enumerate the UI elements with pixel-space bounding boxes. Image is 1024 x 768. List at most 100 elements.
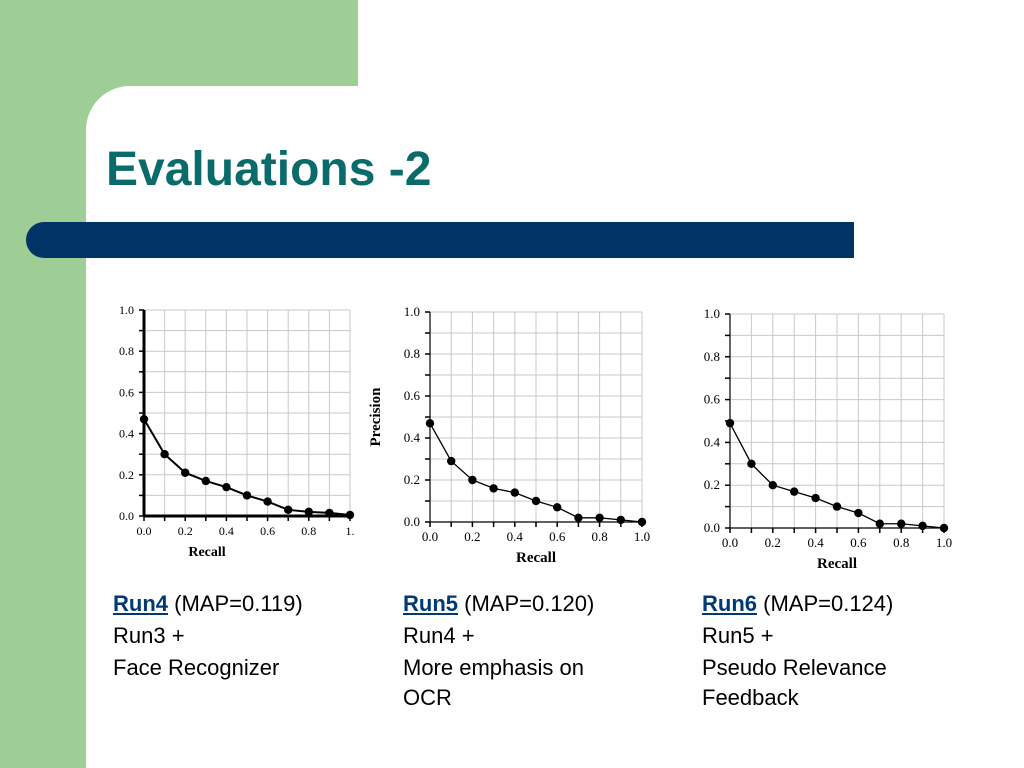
map-value: (MAP=0.124) (763, 591, 894, 616)
x-tick-label: 0.2 (765, 535, 781, 550)
caption-heading: Run6 (MAP=0.124) (702, 588, 1002, 620)
data-point (489, 484, 498, 493)
caption-run5: Run5 (MAP=0.120) Run4 + More emphasis on… (403, 588, 673, 714)
data-point (637, 517, 647, 527)
chart-run5: 0.0 0.2 0.4 0.6 0.8 1.0 0.0 0.2 0.4 0.6 0.8 1.0 Reca… (368, 304, 650, 566)
x-tick-label: 0.0 (422, 529, 438, 544)
y-tick-label: 0.0 (704, 520, 720, 535)
y-tick-label: 1.0 (704, 306, 720, 321)
data-point (531, 496, 541, 506)
x-tick-label: 0.2 (178, 524, 193, 538)
data-point (468, 475, 477, 485)
y-tick-label: 0.4 (704, 434, 721, 449)
y-tick-label: 0.6 (704, 392, 721, 407)
caption-line: Face Recognizer (113, 655, 280, 680)
data-point (832, 502, 842, 511)
y-tick-label: 0.6 (119, 385, 134, 399)
y-tick-label: 0.8 (119, 344, 134, 358)
y-tick-label: 0.0 (404, 514, 420, 529)
data-point (854, 508, 863, 518)
caption-line: OCR (403, 685, 452, 710)
slide-background-top (358, 0, 1024, 90)
x-tick-label: 0.4 (507, 529, 524, 544)
caption-run4: Run4 (MAP=0.119) Run3 + Face Recognizer (113, 588, 383, 684)
x-tick-label: 0.0 (137, 524, 152, 538)
data-point (616, 515, 625, 525)
data-point (595, 513, 604, 522)
slide-title: Evaluations -2 (106, 143, 432, 196)
data-point (725, 418, 735, 428)
y-tick-label: 0.6 (404, 388, 421, 403)
data-point (425, 419, 435, 428)
data-point (242, 491, 252, 500)
x-tick-label: 0.6 (549, 529, 566, 544)
data-point (510, 488, 519, 497)
data-point (897, 519, 906, 528)
x-tick-label: 0.4 (807, 535, 824, 550)
x-tick-label: 0.8 (301, 524, 316, 538)
data-point (768, 481, 777, 490)
x-axis-label: Recall (188, 545, 225, 560)
data-point (790, 487, 799, 496)
chart-run4: 0.0 0.2 0.4 0.6 0.8 1. 0.0 0.2 0.4 0.6 0.8 1.0 Recal… (119, 303, 355, 560)
y-tick-label: 1.0 (404, 304, 420, 319)
y-axis-label: Precision (368, 387, 384, 447)
title-underline-bar (26, 222, 854, 258)
x-tick-label: 0.0 (722, 535, 738, 550)
map-value: (MAP=0.120) (464, 591, 595, 616)
y-tick-label: 0.4 (404, 430, 421, 445)
caption-line: More emphasis on (403, 655, 584, 680)
data-point (201, 476, 210, 486)
data-point (447, 456, 456, 466)
data-point (918, 521, 927, 531)
x-tick-label: 1. (346, 524, 355, 538)
data-point (574, 513, 583, 522)
x-tick-label: 0.6 (260, 524, 275, 538)
data-point (284, 505, 293, 515)
data-point (811, 493, 820, 503)
y-tick-label: 0.2 (704, 477, 720, 492)
data-point (939, 523, 949, 533)
y-tick-label: 0.8 (404, 346, 420, 361)
caption-line: Run3 + (113, 623, 185, 648)
x-axis-label: Recall (817, 556, 857, 572)
data-point (139, 414, 149, 424)
caption-line: Pseudo Relevance (702, 655, 887, 680)
y-tick-label: 0.2 (119, 468, 134, 482)
data-point (304, 507, 313, 517)
x-tick-label: 1.0 (634, 529, 650, 544)
run-name: Run4 (113, 591, 168, 616)
data-point (222, 482, 231, 492)
data-point (345, 510, 355, 520)
caption-line: Run4 + (403, 623, 475, 648)
data-point (325, 508, 334, 518)
x-tick-label: 0.2 (464, 529, 480, 544)
data-point (263, 497, 272, 506)
data-point (553, 503, 562, 512)
x-tick-label: 0.6 (850, 535, 867, 550)
x-axis-label: Recall (516, 550, 556, 566)
data-point (747, 459, 756, 468)
data-point (181, 468, 190, 477)
run-name: Run5 (403, 591, 458, 616)
caption-line: Run5 + (702, 623, 774, 648)
caption-line: Feedback (702, 685, 799, 710)
data-point (875, 519, 884, 528)
x-tick-label: 0.8 (893, 535, 909, 550)
caption-run6: Run6 (MAP=0.124) Run5 + Pseudo Relevance… (702, 588, 1002, 714)
y-tick-label: 0.2 (404, 472, 420, 487)
data-point (160, 450, 169, 459)
y-tick-label: 0.0 (119, 509, 134, 523)
y-tick-label: 0.8 (704, 349, 720, 364)
map-value: (MAP=0.119) (174, 591, 303, 616)
chart-run6: 0.0 0.2 0.4 0.6 0.8 1.0 0.0 0.2 0.4 0.6 0.8 1.0 Reca… (704, 306, 952, 572)
x-tick-label: 0.4 (219, 524, 234, 538)
caption-heading: Run5 (MAP=0.120) (403, 588, 673, 620)
x-tick-label: 0.8 (591, 529, 607, 544)
y-tick-label: 0.4 (119, 427, 134, 441)
x-tick-label: 1.0 (936, 535, 952, 550)
y-tick-label: 1.0 (119, 303, 134, 317)
run-name: Run6 (702, 591, 757, 616)
slide-content-panel (86, 86, 1024, 768)
caption-heading: Run4 (MAP=0.119) (113, 588, 383, 620)
